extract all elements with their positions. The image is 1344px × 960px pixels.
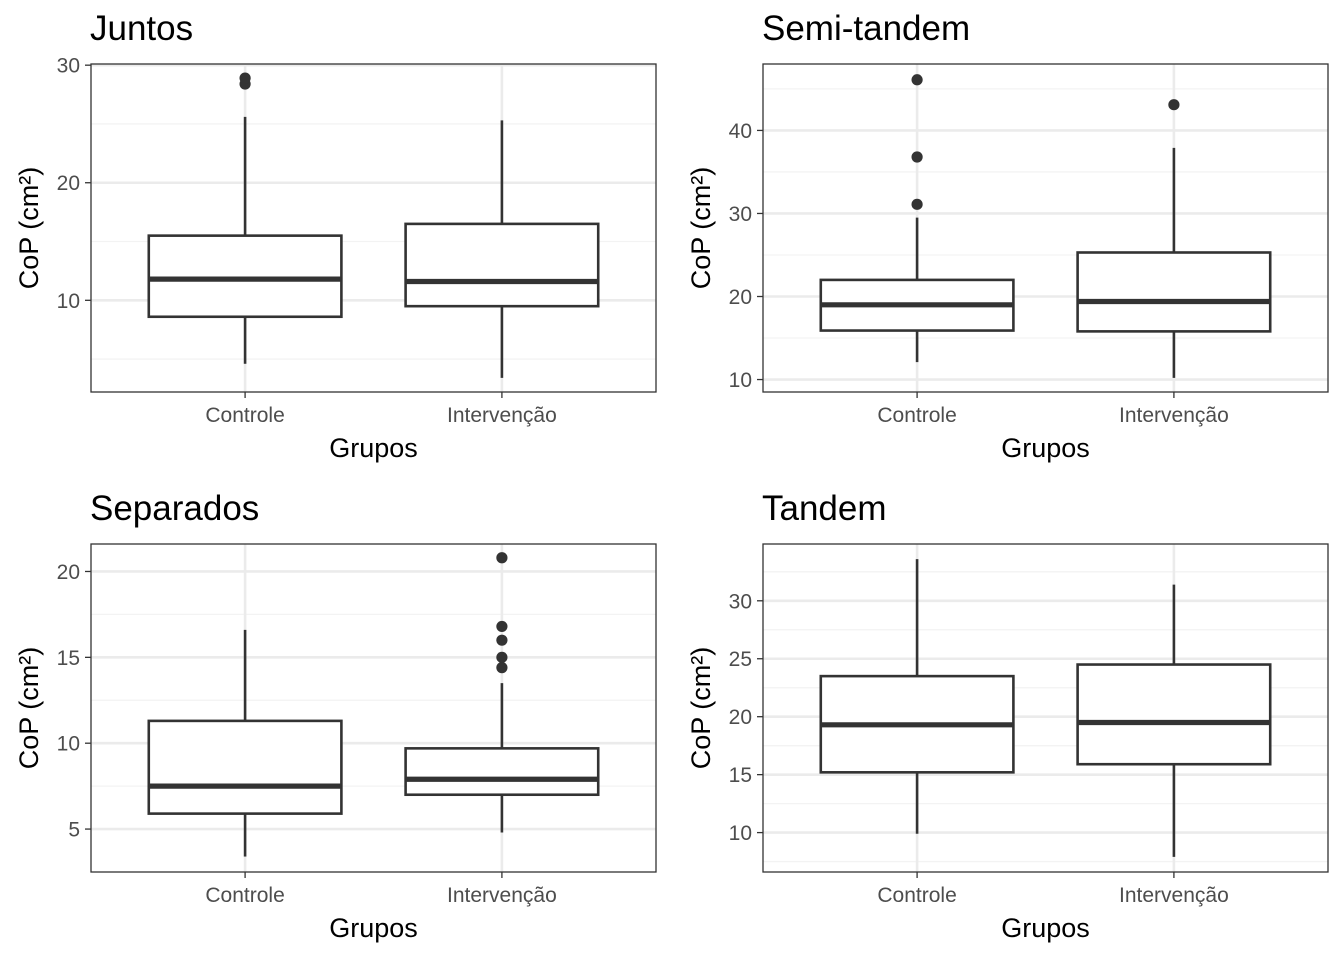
x-tick-label: Controle bbox=[877, 884, 956, 907]
box-intervenção bbox=[1076, 584, 1272, 857]
y-axis-label: CoP (cm²) bbox=[14, 167, 44, 290]
x-tick-label: Intervenção bbox=[1119, 404, 1229, 427]
panel-3: Separados 5 10 15 20 Controle Intervenção Grupo… bbox=[14, 489, 657, 943]
y-tick-label: 20 bbox=[57, 172, 80, 195]
y-tick-label: 10 bbox=[729, 822, 752, 845]
y-tick-label: 40 bbox=[729, 120, 752, 143]
box-controle bbox=[147, 629, 343, 857]
y-tick-label: 15 bbox=[57, 647, 80, 670]
panel-border bbox=[90, 543, 657, 873]
box-controle bbox=[819, 74, 1015, 363]
x-tick-label: Controle bbox=[205, 884, 284, 907]
x-tick-label: Controle bbox=[877, 404, 956, 427]
y-tick-label: 30 bbox=[729, 590, 752, 613]
outlier-point bbox=[1168, 99, 1180, 111]
panel-4: Tandem 10 15 20 25 30 Controle Intervenção Grupo… bbox=[686, 489, 1329, 943]
box-controle bbox=[819, 559, 1015, 834]
y-axis-label: CoP (cm²) bbox=[14, 647, 44, 770]
y-axis-label: CoP (cm²) bbox=[686, 167, 716, 290]
box-iqr bbox=[147, 234, 343, 319]
x-tick-label: Intervenção bbox=[447, 404, 557, 427]
y-tick-label: 10 bbox=[729, 369, 752, 392]
x-axis-label: Grupos bbox=[329, 913, 418, 943]
panel-border bbox=[762, 63, 1329, 393]
y-tick-label: 10 bbox=[57, 290, 80, 313]
box-iqr bbox=[404, 222, 600, 308]
outlier-point bbox=[239, 72, 251, 84]
x-axis-label: Grupos bbox=[329, 433, 418, 463]
y-tick-label: 20 bbox=[729, 286, 752, 309]
outlier-point bbox=[496, 552, 508, 564]
y-axis-label: CoP (cm²) bbox=[686, 647, 716, 770]
panel-title: Tandem bbox=[762, 489, 887, 528]
box-iqr bbox=[1076, 663, 1272, 766]
outlier-point bbox=[911, 198, 923, 210]
y-tick-label: 15 bbox=[729, 764, 752, 787]
panel-1: Juntos 10 20 30 Controle Intervenção Grupos CoP… bbox=[14, 9, 657, 463]
y-tick-label: 25 bbox=[729, 648, 752, 671]
panel-title: Separados bbox=[90, 489, 259, 528]
panel-title: Semi-tandem bbox=[762, 9, 970, 48]
y-tick-label: 5 bbox=[68, 819, 80, 842]
x-axis-label: Grupos bbox=[1001, 913, 1090, 943]
panel-2: Semi-tandem 10 20 30 40 Controle Intervenção Gr… bbox=[686, 9, 1329, 463]
y-tick-label: 30 bbox=[729, 203, 752, 226]
x-axis-label: Grupos bbox=[1001, 433, 1090, 463]
box-intervenção bbox=[404, 552, 600, 833]
x-tick-label: Intervenção bbox=[447, 884, 557, 907]
x-tick-label: Intervenção bbox=[1119, 884, 1229, 907]
box-intervenção bbox=[1076, 99, 1272, 378]
panel-title: Juntos bbox=[90, 9, 193, 48]
y-tick-label: 10 bbox=[57, 733, 80, 756]
box-intervenção bbox=[404, 120, 600, 378]
outlier-point bbox=[911, 151, 923, 163]
panel-border bbox=[90, 63, 657, 393]
y-tick-label: 20 bbox=[57, 561, 80, 584]
box-iqr bbox=[404, 747, 600, 797]
outlier-point bbox=[911, 74, 923, 86]
outlier-point bbox=[496, 651, 508, 663]
outlier-point bbox=[496, 620, 508, 633]
x-tick-label: Controle bbox=[205, 404, 284, 427]
box-controle bbox=[147, 72, 343, 364]
y-tick-label: 30 bbox=[57, 55, 80, 78]
outlier-point bbox=[496, 634, 508, 646]
box-iqr bbox=[1076, 251, 1272, 333]
outlier-point bbox=[496, 662, 508, 674]
box-iqr bbox=[147, 719, 343, 815]
y-tick-label: 20 bbox=[729, 706, 752, 729]
panel-border bbox=[762, 543, 1329, 873]
